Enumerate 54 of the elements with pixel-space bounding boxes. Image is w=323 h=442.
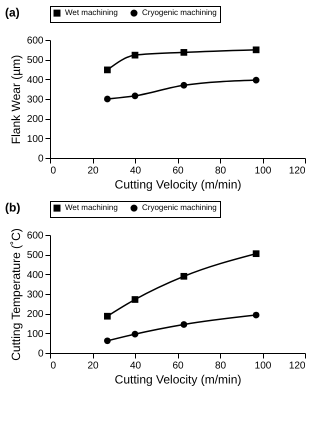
point — [132, 92, 138, 100]
x-axis-title: Cutting Velocity (m/min) — [114, 178, 242, 192]
point — [252, 250, 260, 258]
point — [104, 96, 111, 102]
x-tick-label: 20 — [87, 360, 99, 372]
x-tick-label: 80 — [214, 166, 226, 176]
point — [252, 76, 260, 84]
y-tick-label: 200 — [26, 309, 44, 320]
y-tick-label: 100 — [26, 328, 44, 340]
y-tick-label: 0 — [38, 154, 44, 164]
point — [104, 66, 111, 74]
point — [104, 337, 111, 344]
point — [180, 321, 188, 328]
y-tick-label: 600 — [26, 36, 44, 46]
x-tick-label: 20 — [87, 166, 99, 176]
y-axis-title: Cutting Temperature (˚C) — [8, 228, 23, 361]
point — [180, 49, 188, 56]
x-axis-title: Cutting Velocity (m/min) — [114, 372, 242, 386]
legend-label: Cryogenic machining — [142, 203, 217, 212]
y-tick-label: 300 — [26, 290, 44, 300]
y-tick-label: 600 — [26, 230, 44, 242]
y-tick-label: 0 — [38, 348, 44, 360]
point — [132, 296, 138, 303]
chart-title: (a) — [5, 6, 20, 20]
x-tick-label: 40 — [130, 360, 142, 372]
point — [180, 82, 188, 89]
point — [180, 272, 188, 280]
y-tick-label: 500 — [26, 55, 44, 66]
y-tick-label: 100 — [26, 134, 44, 145]
x-tick-label: 100 — [254, 360, 272, 372]
point — [252, 312, 260, 318]
x-tick-label: 0 — [50, 360, 56, 372]
y-tick-label: 300 — [26, 94, 44, 106]
x-tick-label: 120 — [288, 360, 306, 372]
y-tick-label: 200 — [26, 114, 44, 126]
x-tick-label: 120 — [288, 166, 306, 176]
x-tick-label: 60 — [172, 360, 184, 372]
point — [252, 46, 260, 54]
point — [104, 312, 111, 320]
point — [132, 330, 138, 338]
y-tick-label: 400 — [26, 270, 44, 281]
y-axis-title: Flank Wear (µm) — [8, 54, 23, 144]
legend-label: Wet machining — [65, 203, 118, 212]
legend-label: Wet machining — [65, 8, 118, 18]
legend-label: Cryogenic machining — [142, 8, 217, 18]
x-tick-label: 60 — [172, 166, 184, 176]
x-tick-label: 0 — [50, 166, 56, 176]
x-tick-label: 40 — [130, 166, 142, 176]
y-tick-label: 500 — [26, 250, 44, 262]
x-tick-label: 100 — [254, 166, 272, 176]
chart-title: (b) — [5, 200, 20, 214]
point — [132, 52, 138, 58]
y-tick-label: 400 — [26, 74, 44, 86]
x-tick-label: 80 — [214, 360, 226, 372]
